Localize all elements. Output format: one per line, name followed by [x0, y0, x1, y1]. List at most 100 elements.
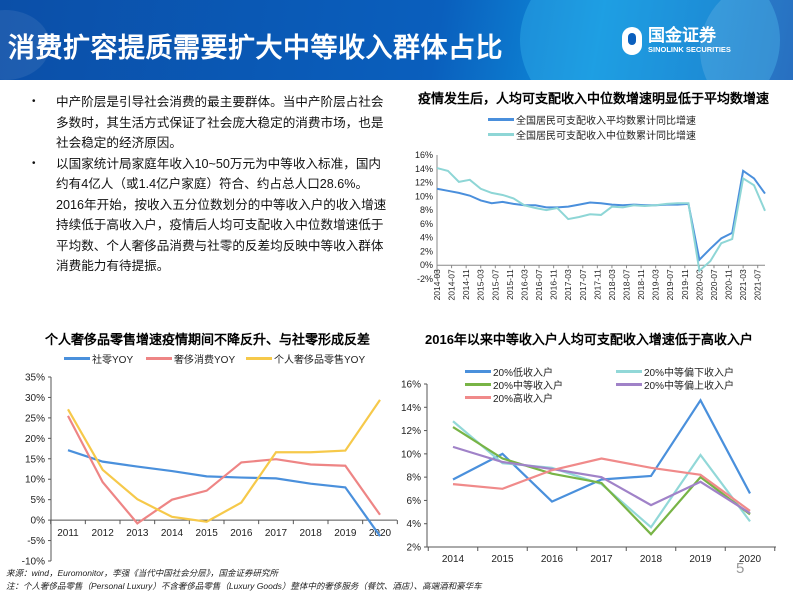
- y-tick-label: 12%: [401, 426, 421, 437]
- x-tick-label: 2019: [689, 554, 712, 565]
- y-tick-label: 10%: [415, 191, 433, 201]
- legend-swatch: [488, 118, 514, 121]
- y-tick-label: 2%: [407, 543, 422, 554]
- x-tick-label: 2019: [334, 528, 357, 539]
- legend-item: 奢侈消费YOY: [146, 351, 235, 366]
- series-line-3: [67, 399, 381, 523]
- y-tick-label: 10%: [25, 475, 45, 486]
- series-line-2: [67, 415, 381, 525]
- y-tick-label: 16%: [415, 150, 433, 160]
- legend-label: 全国居民可支配收入中位数累计同比增速: [516, 131, 696, 142]
- legend-item: 社零YOY: [64, 351, 133, 366]
- legend-swatch: [465, 396, 491, 399]
- footnote: 来源：wind，Euromonitor，李强《当代中国社会分层》，国金证券研究所…: [6, 567, 482, 593]
- logo-icon: [622, 27, 642, 55]
- x-tick-label: 2016: [541, 554, 564, 565]
- x-tick-label: 2021-07: [753, 269, 763, 300]
- logo-text-cn: 国金证券: [648, 26, 716, 45]
- y-tick-label: 2%: [420, 246, 433, 256]
- x-tick-label: 2018: [300, 528, 323, 539]
- legend-swatch: [246, 357, 272, 360]
- series-line-4: [452, 445, 751, 515]
- x-tick-label: 2020: [739, 554, 762, 565]
- y-tick-label: 14%: [415, 164, 433, 174]
- x-tick-label: 2020-07: [709, 269, 719, 300]
- page-number: 5: [736, 560, 745, 577]
- y-tick-label: 10%: [401, 449, 421, 460]
- x-tick-label: 2018-11: [636, 269, 646, 300]
- y-tick-label: 30%: [25, 393, 45, 404]
- x-tick-label: 2014: [161, 528, 184, 539]
- y-tick-label: -5%: [27, 536, 45, 547]
- legend-item: 20%中等收入户: [465, 377, 563, 392]
- x-tick-label: 2011: [57, 528, 79, 539]
- x-tick-label: 2019-07: [665, 269, 675, 300]
- x-tick-label: 2017: [590, 554, 613, 565]
- y-tick-label: 8%: [407, 473, 422, 484]
- series-line-median: [436, 167, 766, 273]
- x-tick-label: 2014-07: [447, 269, 457, 300]
- x-tick-label: 2015-07: [490, 269, 500, 300]
- x-tick-label: 2016: [230, 528, 253, 539]
- luxury-note: 注：个人奢侈品零售（Personal Luxury）不含奢侈品零售（Luxury…: [6, 581, 482, 591]
- y-tick-label: 5%: [31, 495, 46, 506]
- x-tick-label: 2018: [640, 554, 663, 565]
- x-tick-label: 2020-11: [724, 269, 734, 300]
- y-tick-label: 16%: [401, 380, 421, 391]
- legend-label: 20%中等偏下收入户: [644, 368, 735, 379]
- y-tick-label: 0%: [420, 260, 433, 270]
- x-tick-label: 2021-03: [738, 269, 748, 300]
- x-tick-label: 2017-03: [563, 269, 573, 300]
- legend-item: 20%高收入户: [465, 390, 553, 405]
- x-tick-label: 2017-07: [578, 269, 588, 300]
- x-tick-label: 2019-03: [651, 269, 661, 300]
- x-tick-label: 2015-11: [505, 269, 515, 300]
- legend-label: 奢侈消费YOY: [174, 355, 236, 366]
- x-tick-label: 2017: [265, 528, 288, 539]
- bullet-list: 中产阶层是引导社会消费的最主要群体。当中产阶层占社会多数时，其生活方式保证了社会…: [30, 92, 392, 277]
- chart-title: 2016年以来中等收入户人均可支配收入增速低于高收入户: [425, 332, 753, 347]
- legend-item: 20%中等偏下收入户: [616, 364, 734, 379]
- header-decoration: [700, 0, 793, 80]
- legend-label: 20%低收入户: [493, 368, 554, 379]
- page-title: 消费扩容提质需要扩大中等收入群体占比: [8, 33, 503, 63]
- y-tick-label: 25%: [25, 413, 45, 424]
- series-line-1: [452, 398, 751, 503]
- bullet-item: 以国家统计局家庭年收入10~50万元为中等收入标准，国内约有4亿人（或1.4亿户…: [30, 154, 392, 277]
- chart-title: 疫情发生后，人均可支配收入中位数增速明显低于平均数增速: [418, 91, 770, 106]
- x-tick-label: 2020: [369, 528, 392, 539]
- legend-swatch: [488, 133, 514, 136]
- y-tick-label: 14%: [401, 403, 421, 414]
- y-tick-label: 20%: [25, 434, 45, 445]
- legend-swatch: [616, 370, 642, 373]
- y-tick-label: 0%: [31, 516, 46, 527]
- legend-swatch: [465, 383, 491, 386]
- legend-swatch: [616, 383, 642, 386]
- y-tick-label: -10%: [22, 557, 45, 568]
- legend-swatch: [146, 357, 172, 360]
- legend-label: 个人奢侈品零售YOY: [274, 355, 366, 366]
- x-tick-label: 2016-11: [549, 269, 559, 300]
- legend-item: 个人奢侈品零售YOY: [246, 351, 365, 366]
- y-tick-label: 8%: [420, 205, 433, 215]
- legend-label: 社零YOY: [92, 355, 134, 366]
- x-tick-label: 2015: [491, 554, 514, 565]
- x-tick-label: 2018-03: [607, 269, 617, 300]
- x-tick-label: 2013: [126, 528, 149, 539]
- y-tick-label: -2%: [417, 274, 433, 284]
- slide-header: 消费扩容提质需要扩大中等收入群体占比 国金证券 SINOLINK SECURITI…: [0, 0, 793, 80]
- company-logo: 国金证券 SINOLINK SECURITIES: [622, 27, 731, 55]
- y-tick-label: 6%: [420, 219, 433, 229]
- x-tick-label: 2018-07: [622, 269, 632, 300]
- legend-swatch: [465, 370, 491, 373]
- logo-text-en: SINOLINK SECURITIES: [648, 45, 731, 54]
- legend-item: 20%低收入户: [465, 364, 553, 379]
- x-tick-label: 2015: [196, 528, 219, 539]
- y-tick-label: 4%: [407, 519, 422, 530]
- x-tick-label: 2017-11: [592, 269, 602, 300]
- series-line-5: [452, 457, 751, 512]
- x-tick-label: 2012: [92, 528, 115, 539]
